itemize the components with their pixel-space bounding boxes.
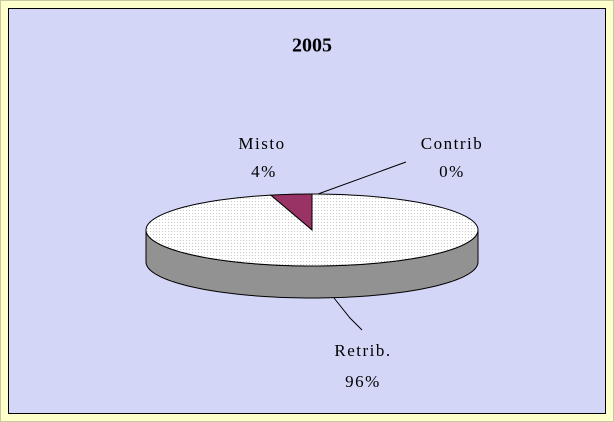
pie-slice (145, 193, 479, 267)
slice-value-label: 96% (345, 372, 381, 391)
chart-title: 2005 (292, 35, 332, 57)
leader-line (317, 161, 407, 195)
slice-value-label: 4% (251, 162, 277, 181)
slice-label: Contrib (421, 134, 483, 153)
slice-value-label: 0% (439, 162, 465, 181)
pie (145, 193, 479, 299)
leader-line (333, 297, 363, 331)
slice-label: Misto (238, 134, 285, 153)
slice-label: Retrib. (334, 341, 391, 360)
